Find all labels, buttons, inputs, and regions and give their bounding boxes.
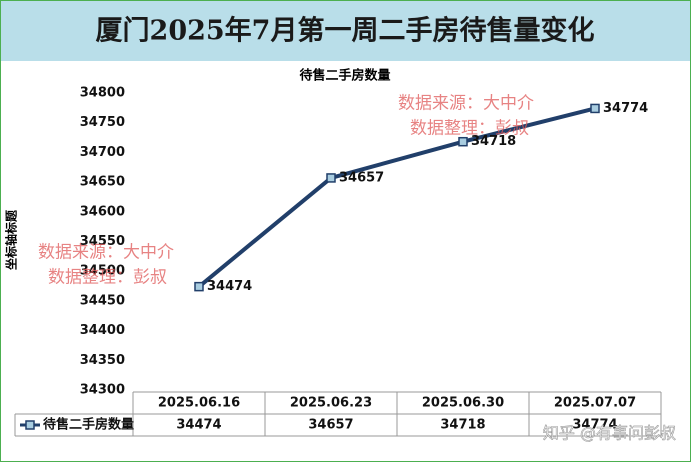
point-marker (590, 103, 600, 114)
point-marker (194, 281, 204, 292)
point-marker (326, 173, 336, 183)
data-label: 34718 (471, 134, 516, 149)
data-label: 34657 (339, 170, 384, 185)
point-marker (458, 136, 468, 147)
y-tick-label: 34650 (80, 175, 125, 190)
legend-marker (25, 420, 35, 430)
footer-watermark: 知乎 @有事问彭叔 (543, 424, 676, 443)
data-label: 34474 (207, 279, 252, 294)
series-line (197, 106, 596, 289)
y-tick-label: 34550 (80, 234, 125, 249)
y-tick-label: 34500 (80, 264, 125, 279)
y-tick-label: 34350 (80, 353, 125, 368)
y-tick-label: 34700 (80, 145, 125, 160)
y-tick-label: 34600 (80, 204, 125, 219)
table-value: 34774 (572, 418, 617, 433)
watermark: 数据整理：彭叔 (48, 268, 167, 288)
y-tick-label: 34450 (80, 293, 125, 308)
y-tick-label: 34400 (80, 323, 125, 338)
watermark: 数据来源：大中介 (38, 243, 174, 263)
data-label: 34774 (603, 101, 648, 116)
table-value: 34718 (440, 418, 485, 433)
watermark: 数据来源：大中介 (398, 94, 534, 114)
header-banner (1, 1, 690, 61)
x-tick-label: 2025.06.16 (158, 396, 240, 411)
y-tick-label: 34300 (80, 383, 125, 398)
page-title: 厦门2025年7月第一周二手房待售量变化 (96, 15, 595, 47)
x-tick-label: 2025.07.07 (554, 396, 636, 411)
table-value: 34474 (176, 418, 221, 433)
y-axis-label: 坐标轴标题 (4, 209, 19, 270)
x-tick-label: 2025.06.23 (290, 396, 372, 411)
y-tick-label: 34800 (80, 86, 125, 101)
watermark: 数据整理：彭叔 (410, 119, 529, 139)
chart-title: 待售二手房数量 (298, 68, 390, 84)
x-tick-label: 2025.06.30 (422, 396, 504, 411)
table-value: 34657 (308, 418, 353, 433)
legend-label: 待售二手房数量 (42, 417, 134, 433)
y-tick-label: 34750 (80, 115, 125, 130)
